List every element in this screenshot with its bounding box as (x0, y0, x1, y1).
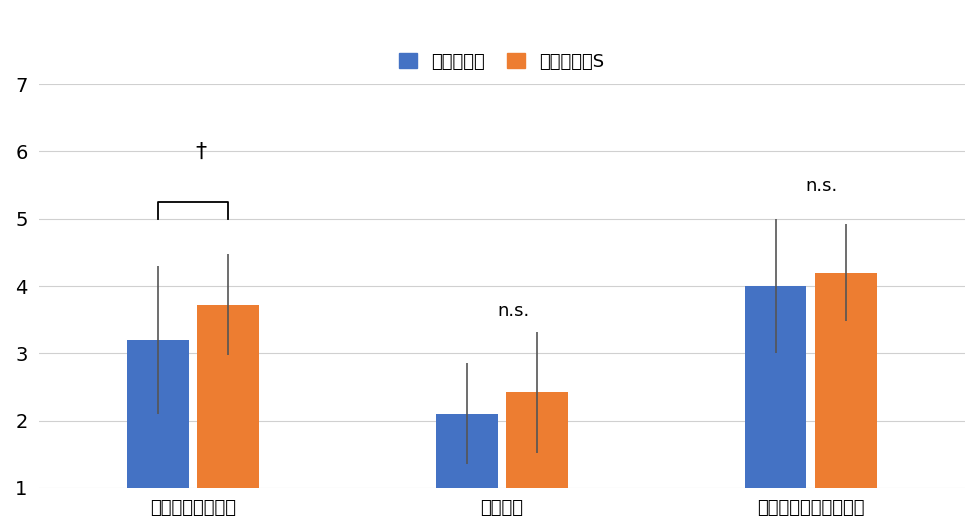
Bar (814, 272, 876, 488)
Legend: ひろちゃん, ひろちゃんS: ひろちゃん, ひろちゃんS (399, 53, 605, 71)
Bar (506, 392, 567, 488)
Text: n.s.: n.s. (497, 302, 529, 320)
Bar (127, 340, 189, 488)
Bar (745, 286, 807, 488)
Bar (197, 305, 259, 488)
Text: n.s.: n.s. (806, 177, 838, 195)
Bar (436, 414, 498, 488)
Text: †: † (196, 142, 207, 162)
